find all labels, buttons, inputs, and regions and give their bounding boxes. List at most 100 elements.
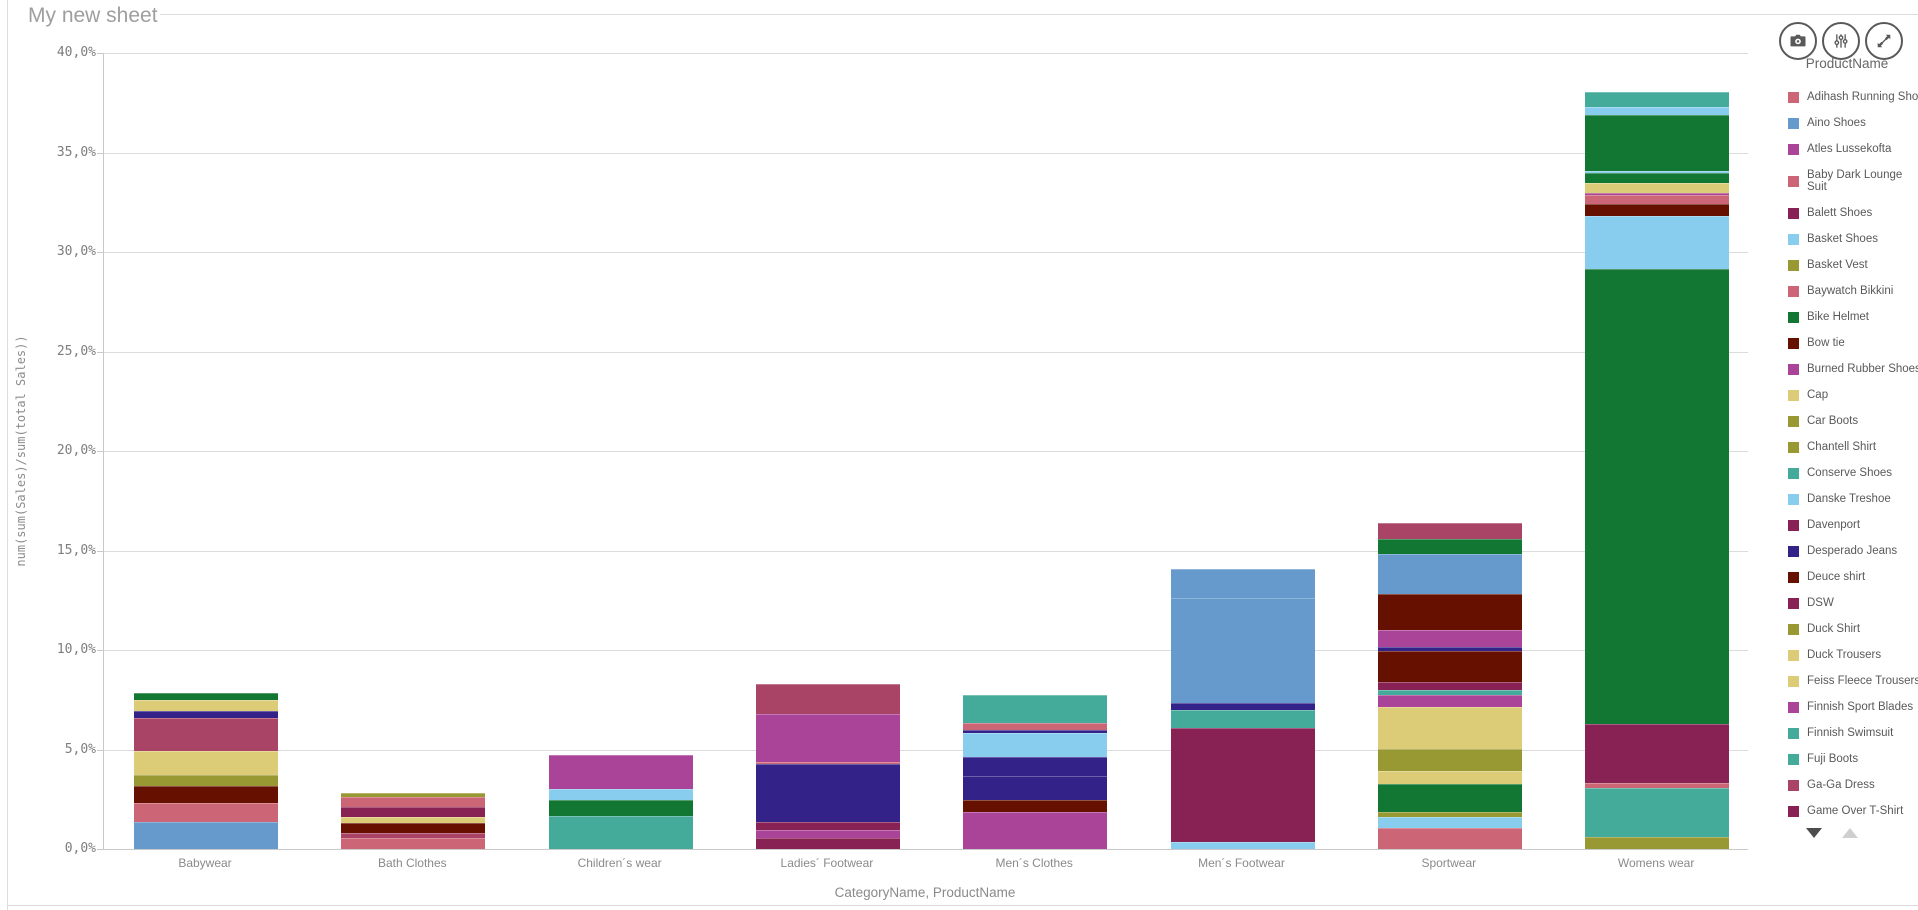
bar-segment[interactable] [1377,827,1522,849]
fullscreen-button[interactable] [1865,22,1903,60]
bar-segment[interactable] [1585,216,1730,270]
bar-segment[interactable] [548,789,693,801]
bar-segment[interactable] [341,807,486,818]
bar-segment[interactable] [1377,630,1522,648]
bar-segment[interactable] [755,838,900,849]
bar-segment[interactable] [1170,710,1315,729]
bar-segment[interactable] [1585,837,1730,849]
bar-segment[interactable] [1377,816,1522,828]
legend-item[interactable]: Chantell Shirt [1788,434,1916,460]
bar-segment[interactable] [341,817,486,824]
bar-segment[interactable] [963,812,1108,849]
snapshot-button[interactable] [1779,22,1817,60]
bar-segment[interactable] [1585,783,1730,789]
legend-item[interactable]: Ga-Ga Dress [1788,772,1916,798]
bar-segment[interactable] [134,711,278,719]
bar-segment[interactable] [341,823,486,834]
legend-item[interactable]: Desperado Jeans [1788,538,1916,564]
bar-segment[interactable] [341,833,486,839]
legend-item[interactable]: Finnish Sport Blades [1788,694,1916,720]
bar-segment[interactable] [1377,706,1522,749]
bar-segment[interactable] [1377,554,1522,595]
legend-item[interactable]: DSW [1788,590,1916,616]
bar-segment[interactable] [1377,682,1522,691]
bar-segment[interactable] [755,714,900,763]
bar-segment[interactable] [963,775,1108,801]
legend-item[interactable]: Finnish Swimsuit [1788,720,1916,746]
bar-segment[interactable] [1585,724,1730,784]
bar-segment[interactable] [1377,523,1522,540]
bar-segment[interactable] [1585,192,1730,195]
bar-segment[interactable] [1585,114,1730,171]
bar-segment[interactable] [1377,690,1522,696]
bar-segment[interactable] [341,797,486,808]
bar-segment[interactable] [1377,539,1522,555]
bar-segment[interactable] [134,821,278,849]
bar-segment[interactable] [963,733,1108,758]
bar-segment[interactable] [755,762,900,765]
legend-item[interactable]: Baby Dark Lounge Suit [1788,162,1916,200]
bar-segment[interactable] [1377,783,1522,812]
bar-segment[interactable] [1170,842,1315,849]
bar-segment[interactable] [548,815,693,849]
legend-item[interactable]: Baywatch Bikkini [1788,278,1916,304]
legend-item[interactable]: Danske Treshoe [1788,486,1916,512]
bar-segment[interactable] [341,793,486,798]
legend-scroll-down-icon[interactable] [1806,828,1822,838]
legend-item[interactable]: Fuji Boots [1788,746,1916,772]
bar-segment[interactable] [755,830,900,839]
legend-item[interactable]: Conserve Shoes [1788,460,1916,486]
legend-item[interactable]: Bow tie [1788,330,1916,356]
legend-item[interactable]: Bike Helmet [1788,304,1916,330]
bar-segment[interactable] [1585,203,1730,217]
bar-segment[interactable] [1377,647,1522,652]
bar-segment[interactable] [134,803,278,822]
bar-segment[interactable] [1170,703,1315,711]
legend-item[interactable]: Deuce shirt [1788,564,1916,590]
legend-item[interactable]: Game Over T-Shirt [1788,798,1916,824]
legend-item[interactable]: Basket Vest [1788,252,1916,278]
bar-segment[interactable] [1585,269,1730,725]
legend-item[interactable]: Basket Shoes [1788,226,1916,252]
legend-item[interactable]: Duck Trousers [1788,642,1916,668]
bar-segment[interactable] [341,838,486,849]
bar-segment[interactable] [1377,594,1522,631]
bar-segment[interactable] [1585,170,1730,173]
bar-segment[interactable] [963,730,1108,734]
bar-segment[interactable] [963,723,1108,731]
bar-segment[interactable] [1585,91,1730,107]
bar-segment[interactable] [963,695,1108,724]
bar-segment[interactable] [963,757,1108,776]
bar-segment[interactable] [1585,106,1730,115]
bar-segment[interactable] [548,755,693,790]
legend-item[interactable]: Cap [1788,382,1916,408]
bar-segment[interactable] [1170,728,1315,843]
bar-segment[interactable] [755,684,900,715]
bar-segment[interactable] [134,693,278,701]
bar-segment[interactable] [1377,695,1522,707]
bar-segment[interactable] [1170,569,1315,599]
bar-segment[interactable] [1377,771,1522,784]
legend-item[interactable]: Aino Shoes [1788,110,1916,136]
bar-segment[interactable] [134,700,278,712]
bar-segment[interactable] [134,751,278,776]
legend-item[interactable]: Adihash Running Shoe [1788,84,1918,110]
legend-item[interactable]: Car Boots [1788,408,1916,434]
bar-segment[interactable] [755,822,900,831]
bar-segment[interactable] [1377,748,1522,772]
bar-segment[interactable] [134,786,278,804]
legend-item[interactable]: Feiss Fleece Trousers [1788,668,1918,694]
bar-segment[interactable] [134,718,278,752]
bar-segment[interactable] [1170,598,1315,704]
bar-segment[interactable] [1377,812,1522,817]
bar-segment[interactable] [755,764,900,823]
legend-item[interactable]: Duck Shirt [1788,616,1916,642]
bar-segment[interactable] [1585,172,1730,183]
legend-item[interactable]: Burned Rubber Shoes [1788,356,1918,382]
bar-segment[interactable] [963,800,1108,812]
legend-item[interactable]: Atles Lussekofta [1788,136,1916,162]
legend-item[interactable]: Davenport [1788,512,1916,538]
bar-segment[interactable] [134,775,278,787]
bar-segment[interactable] [1585,788,1730,838]
bar-segment[interactable] [1377,651,1522,683]
